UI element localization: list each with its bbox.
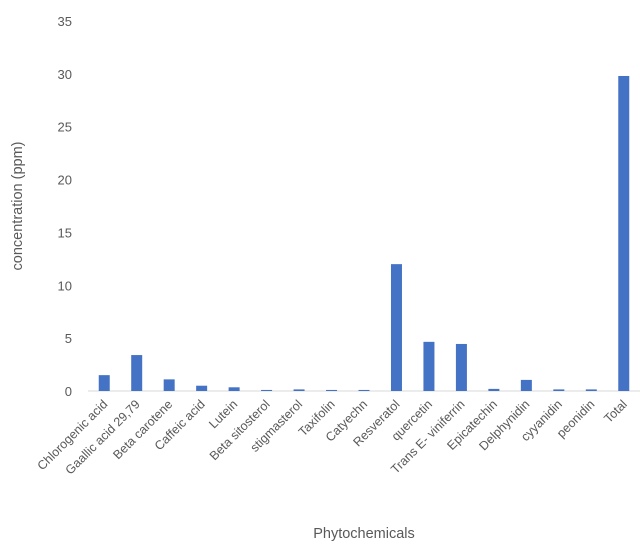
bars: [98, 75, 630, 391]
bar: [390, 264, 402, 391]
bar: [98, 375, 110, 391]
bar: [585, 389, 597, 391]
bar: [326, 389, 338, 391]
y-tick-label: 30: [58, 67, 72, 82]
bar: [618, 75, 630, 391]
bar: [358, 389, 370, 391]
y-tick-label: 10: [58, 278, 72, 293]
x-axis-title: Phytochemicals: [313, 526, 415, 542]
y-tick-label: 5: [65, 331, 72, 346]
y-axis-title: concentration (ppm): [10, 142, 26, 271]
bar: [423, 341, 435, 391]
bar: [488, 388, 500, 391]
y-axis-ticks: 0 5 10 15 20 25 30 35: [58, 14, 72, 399]
y-tick-label: 0: [65, 384, 72, 399]
bar: [455, 343, 467, 391]
bar: [553, 389, 565, 391]
bar: [196, 385, 208, 391]
bar: [131, 355, 143, 391]
bar: [293, 389, 305, 391]
bar: [261, 389, 273, 391]
y-tick-label: 15: [58, 225, 72, 240]
bar: [228, 387, 240, 391]
bar: [520, 379, 532, 391]
y-tick-label: 35: [58, 14, 72, 29]
y-tick-label: 25: [58, 120, 72, 135]
bar: [163, 379, 175, 391]
y-tick-label: 20: [58, 173, 72, 188]
x-tick-label: Total: [601, 397, 630, 426]
